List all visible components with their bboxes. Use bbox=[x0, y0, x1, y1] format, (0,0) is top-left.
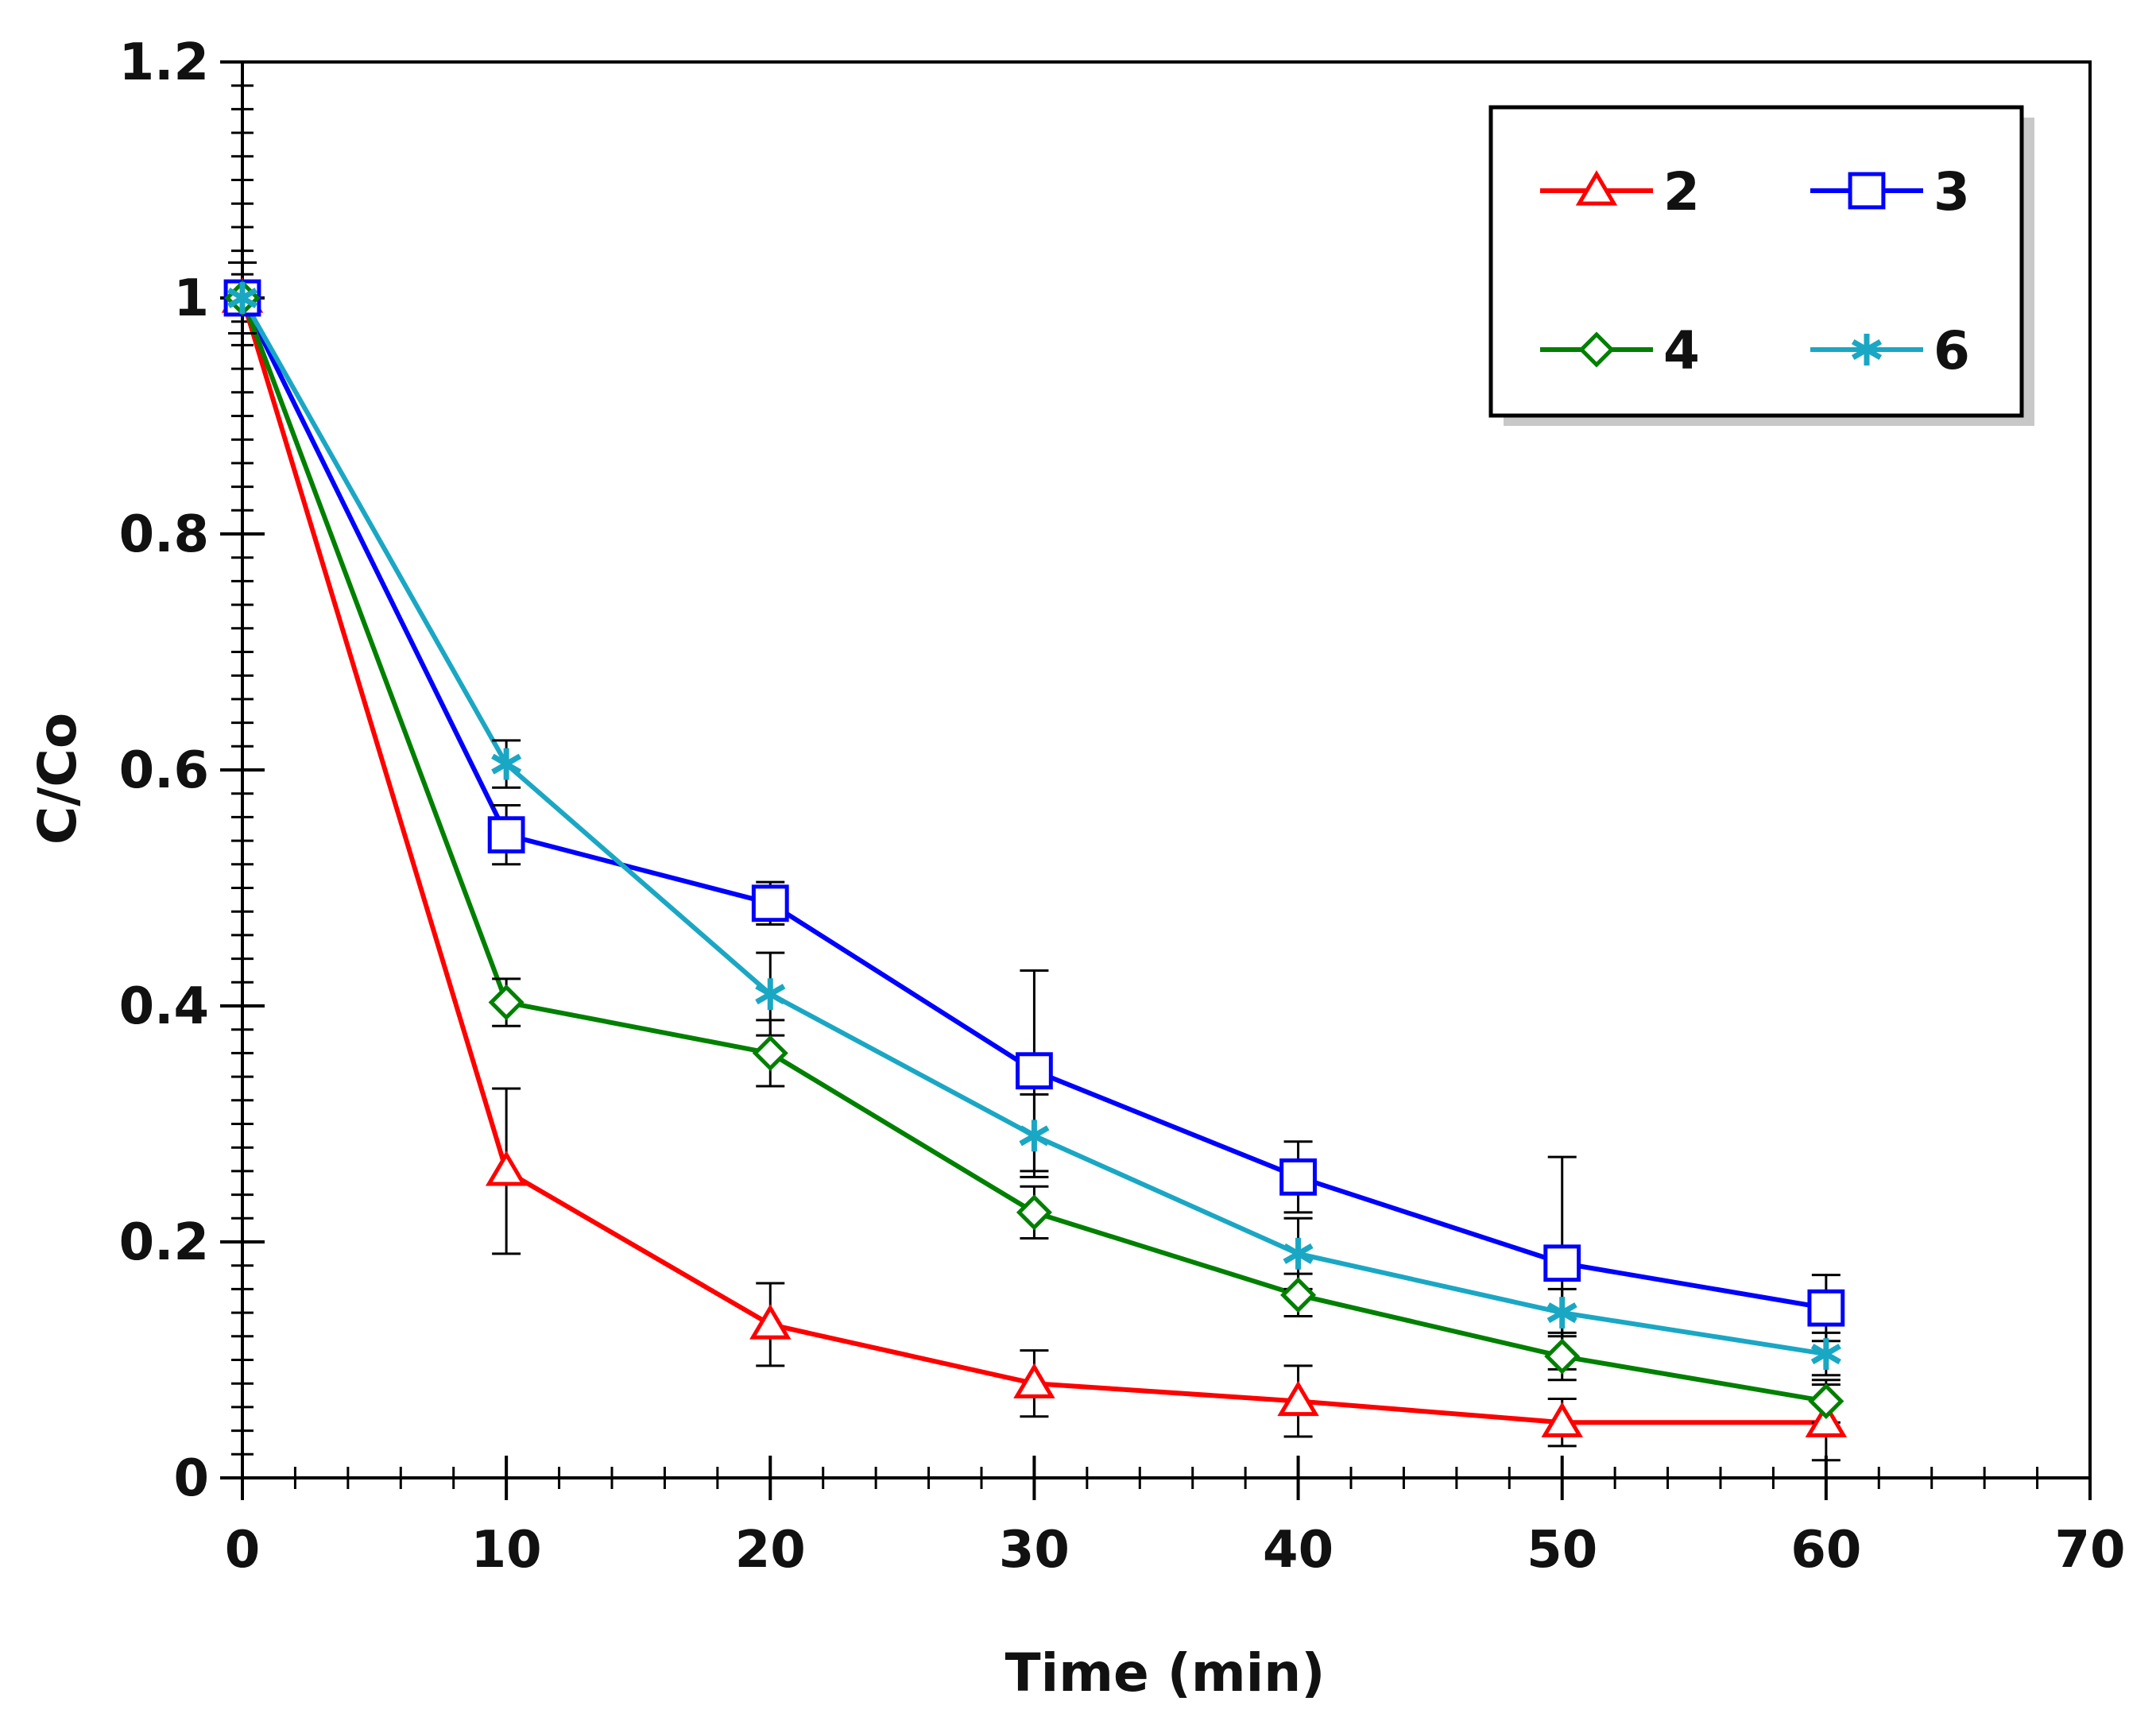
data-point-series-2 bbox=[485, 1151, 528, 1186]
legend-marker-6 bbox=[1851, 334, 1883, 365]
x-tick-label: 20 bbox=[735, 1521, 806, 1580]
data-point-series-3 bbox=[1807, 1289, 1845, 1327]
data-point-series-6 bbox=[755, 978, 786, 1011]
data-point-series-4 bbox=[1016, 1194, 1052, 1231]
x-tick-label: 10 bbox=[471, 1521, 542, 1580]
data-point-series-2 bbox=[749, 1304, 792, 1340]
legend-label-6: 6 bbox=[1933, 320, 1970, 381]
y-tick-label: 0.2 bbox=[119, 1213, 209, 1272]
y-tick-label: 1.2 bbox=[119, 33, 209, 92]
x-tick-labels: 0 10 20 30 40 50 60 70 bbox=[225, 1521, 2126, 1580]
y-tick-label: 0.6 bbox=[119, 741, 209, 800]
y-axis-title: C/Co bbox=[27, 713, 88, 845]
x-tick-label: 0 bbox=[225, 1521, 261, 1580]
y-tick-label: 0.8 bbox=[119, 505, 209, 564]
tick-marks bbox=[220, 60, 2092, 1500]
data-point-series-2 bbox=[1541, 1402, 1583, 1437]
data-point-series-3 bbox=[487, 816, 525, 854]
legend-marker-2 bbox=[1575, 170, 1618, 206]
data-point-series-3 bbox=[751, 884, 789, 922]
x-tick-label: 60 bbox=[1790, 1521, 1861, 1580]
x-tick-label: 40 bbox=[1263, 1521, 1333, 1580]
legend-box bbox=[1488, 105, 2024, 418]
data-point-series-6 bbox=[1810, 1338, 1841, 1371]
data-point-series-6 bbox=[1283, 1237, 1314, 1270]
data-point-series-4 bbox=[1808, 1383, 1844, 1420]
data-point-series-2 bbox=[1277, 1380, 1319, 1417]
data-point-series-4 bbox=[488, 984, 524, 1021]
series-line-2 bbox=[240, 297, 1826, 1425]
data-point-series-4 bbox=[1280, 1277, 1317, 1313]
y-tick-label: 1 bbox=[173, 269, 209, 328]
series-lines bbox=[240, 296, 1827, 1425]
x-tick-label: 30 bbox=[999, 1521, 1070, 1580]
error-bars bbox=[228, 261, 1841, 1462]
data-point-series-6 bbox=[491, 748, 522, 780]
y-tick-labels: 0 0.2 0.4 0.6 0.8 1 1.2 bbox=[119, 33, 209, 1508]
x-axis-title: Time (min) bbox=[1005, 1642, 1326, 1704]
legend-label-4: 4 bbox=[1663, 320, 1700, 381]
series-markers bbox=[221, 277, 1848, 1437]
y-tick-label: 0.4 bbox=[119, 977, 209, 1036]
legend-marker-3 bbox=[1848, 172, 1886, 210]
data-point-series-6 bbox=[1546, 1297, 1577, 1329]
data-point-series-3 bbox=[1016, 1052, 1053, 1090]
data-point-series-6 bbox=[1019, 1120, 1050, 1152]
data-point-series-6 bbox=[226, 282, 258, 314]
data-point-series-2 bbox=[1013, 1363, 1055, 1398]
data-point-series-4 bbox=[752, 1035, 788, 1071]
legend-label-3: 3 bbox=[1933, 161, 1970, 222]
y-tick-label: 0 bbox=[173, 1449, 209, 1508]
legend: 2 3 4 6 bbox=[1488, 105, 2034, 426]
x-tick-label: 70 bbox=[2054, 1521, 2125, 1580]
data-point-series-4 bbox=[1544, 1338, 1581, 1375]
data-point-series-3 bbox=[1279, 1158, 1317, 1196]
legend-label-2: 2 bbox=[1663, 161, 1700, 222]
legend-marker-4 bbox=[1578, 331, 1615, 368]
x-tick-label: 50 bbox=[1527, 1521, 1597, 1580]
legend-items: 2 3 4 6 bbox=[1540, 161, 1970, 381]
data-point-series-2 bbox=[1805, 1402, 1848, 1437]
data-point-series-3 bbox=[1543, 1244, 1581, 1282]
